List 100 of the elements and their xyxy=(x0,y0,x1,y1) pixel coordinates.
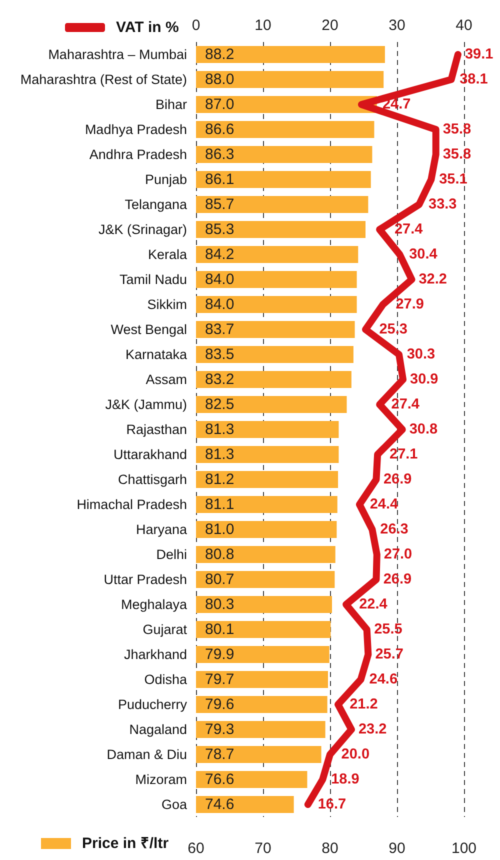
y-tick-label: Tamil Nadu xyxy=(119,272,187,287)
data-label: 83.7 xyxy=(205,321,234,338)
data-label: 85.3 xyxy=(205,221,234,238)
y-tick-label: Goa xyxy=(161,797,188,812)
data-label: 81.3 xyxy=(205,446,234,463)
x2-tick-label: 20 xyxy=(322,17,338,34)
data-label: 79.6 xyxy=(205,696,234,713)
y-tick-label: Mizoram xyxy=(135,772,187,787)
x2-tick-label: 30 xyxy=(388,17,406,34)
y-tick-label: Chattisgarh xyxy=(118,472,187,487)
data-label: 79.7 xyxy=(205,671,234,688)
data-label: 30.4 xyxy=(409,246,438,262)
data-label: 83.2 xyxy=(205,371,234,388)
data-label: 83.5 xyxy=(205,346,234,363)
x-tick-label: 90 xyxy=(388,840,406,857)
data-label: 25.7 xyxy=(375,646,404,662)
y-tick-label: Telangana xyxy=(124,197,188,212)
data-label: 79.3 xyxy=(205,721,234,738)
y-tick-label: Kerala xyxy=(148,247,188,262)
y-tick-label: Sikkim xyxy=(147,297,187,312)
data-label: 86.6 xyxy=(205,121,234,138)
y-tick-label: Gujarat xyxy=(142,622,188,637)
data-label: 30.3 xyxy=(406,346,436,362)
data-label: 27.4 xyxy=(394,222,423,238)
y-tick-label: Delhi xyxy=(156,547,187,562)
data-label: 81.2 xyxy=(205,471,234,488)
y-tick-label: Uttar Pradesh xyxy=(104,572,187,587)
y-tick-label: Madhya Pradesh xyxy=(84,122,187,137)
y-tick-label: Karnataka xyxy=(125,347,188,362)
y-tick-label: Maharashtra (Rest of State) xyxy=(20,72,187,87)
data-label: 24.4 xyxy=(370,496,398,512)
data-label: 80.1 xyxy=(205,621,234,638)
x-tick-label: 70 xyxy=(254,840,272,857)
data-label: 27.4 xyxy=(391,396,420,412)
data-label: 35.1 xyxy=(439,172,468,188)
data-label: 21.2 xyxy=(350,696,378,712)
data-label: 24.6 xyxy=(369,672,398,688)
y-tick-label: Assam xyxy=(146,372,187,387)
y-tick-label: Himachal Pradesh xyxy=(76,497,187,512)
y-tick-label: Nagaland xyxy=(129,722,187,737)
data-label: 84.0 xyxy=(205,296,234,313)
y-tick-label: Puducherry xyxy=(118,697,188,712)
data-label: 26.3 xyxy=(380,522,408,538)
data-label: 87.0 xyxy=(205,96,234,113)
data-label: 32.2 xyxy=(418,272,447,288)
y-tick-label: Uttarakhand xyxy=(113,447,187,462)
data-label: 39.1 xyxy=(464,46,494,62)
data-label: 85.7 xyxy=(205,196,234,213)
y-tick-label: Haryana xyxy=(136,522,188,537)
data-label: 27.0 xyxy=(384,546,412,562)
y-tick-label: Andhra Pradesh xyxy=(89,147,187,162)
legend-label: Price in ₹/ltr xyxy=(82,835,169,852)
data-label: 26.9 xyxy=(384,472,412,488)
data-label: 81.1 xyxy=(205,496,234,513)
y-tick-label: Rajasthan xyxy=(126,422,187,437)
data-label: 38.1 xyxy=(460,72,488,88)
data-label: 26.9 xyxy=(383,572,412,588)
data-label: 25.5 xyxy=(374,622,402,638)
data-label: 88.2 xyxy=(205,46,234,63)
x2-tick-label: 40 xyxy=(456,17,472,34)
data-label: 35.8 xyxy=(442,122,472,138)
y-tick-label: Bihar xyxy=(155,97,188,112)
data-label: 27.9 xyxy=(396,296,424,312)
data-label: 84.0 xyxy=(205,271,234,288)
data-label: 81.0 xyxy=(205,521,234,538)
y-tick-label: J&K (Jammu) xyxy=(105,397,187,412)
data-label: 20.0 xyxy=(341,746,370,762)
data-label: 16.7 xyxy=(318,796,346,812)
data-label: 84.2 xyxy=(205,246,234,263)
data-label: 74.6 xyxy=(205,796,234,813)
x-tick-label: 100 xyxy=(451,840,477,857)
y-tick-label: Punjab xyxy=(144,172,187,187)
data-label: 33.3 xyxy=(428,196,457,212)
data-label: 88.0 xyxy=(205,71,234,88)
data-label: 81.3 xyxy=(205,421,234,438)
y-tick-label: J&K (Srinagar) xyxy=(98,222,187,237)
data-label: 23.2 xyxy=(358,722,387,738)
data-label: 78.7 xyxy=(205,746,234,763)
data-label: 86.1 xyxy=(205,171,234,188)
data-label: 25.3 xyxy=(379,322,408,338)
data-label: 79.9 xyxy=(205,646,234,663)
x-tick-label: 80 xyxy=(322,840,338,857)
data-label: 80.3 xyxy=(205,596,234,613)
y-tick-label: Meghalaya xyxy=(120,597,188,612)
x2-tick-label: 10 xyxy=(254,17,272,34)
x-tick-label: 60 xyxy=(188,840,204,857)
data-label: 86.3 xyxy=(205,146,234,163)
legend-label: VAT in % xyxy=(116,19,179,36)
data-label: 18.9 xyxy=(331,772,360,788)
y-tick-label: Jharkhand xyxy=(124,647,187,662)
y-tick-label: Odisha xyxy=(144,672,188,687)
y-tick-label: Daman & Diu xyxy=(106,747,187,762)
data-label: 30.9 xyxy=(410,372,438,388)
data-label: 35.8 xyxy=(442,146,472,162)
data-label: 80.8 xyxy=(205,546,234,563)
y-tick-label: West Bengal xyxy=(110,322,187,337)
data-label: 22.4 xyxy=(359,596,388,612)
data-label: 80.7 xyxy=(205,571,234,588)
data-label: 27.1 xyxy=(390,446,418,462)
y-tick-label: Maharashtra – Mumbai xyxy=(48,47,187,62)
